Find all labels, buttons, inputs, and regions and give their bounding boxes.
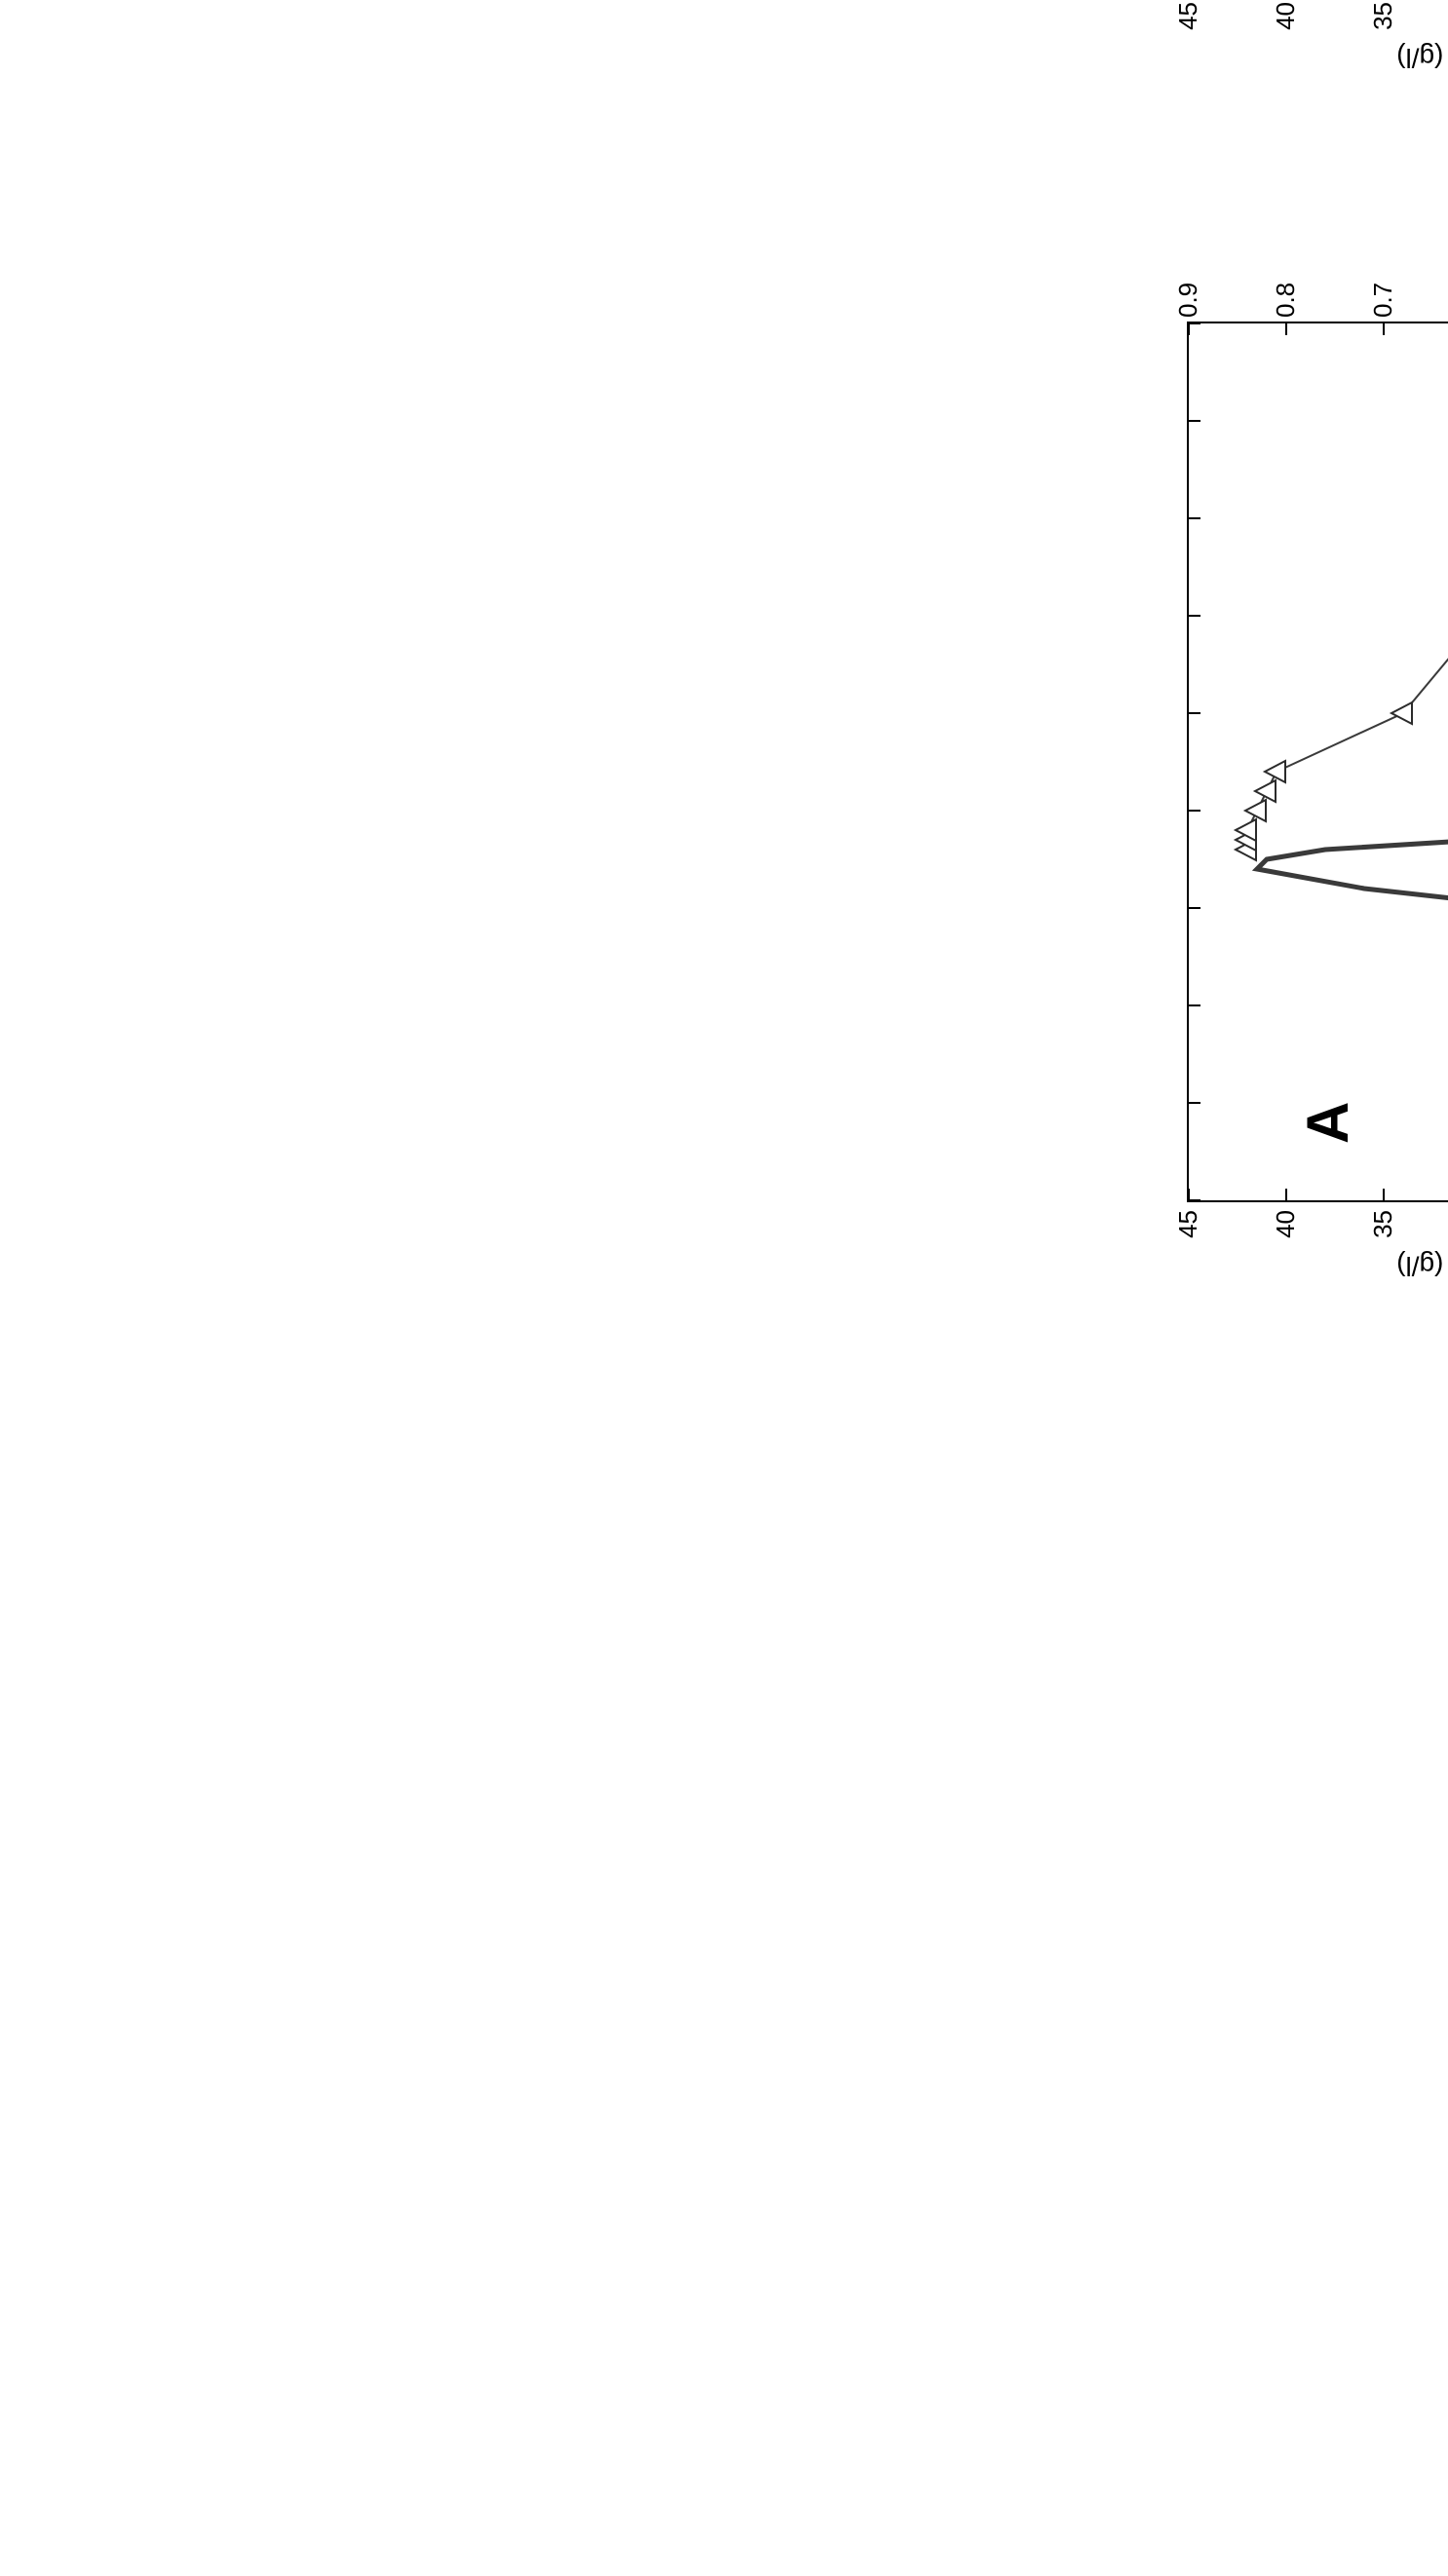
panel-letter: A [1294,1102,1361,1144]
plot-area [1187,322,1448,1202]
ytick-left-label: 40 [1271,2,1301,30]
marker-glucose [1391,702,1412,724]
ytick-left-label: 40 [1271,1210,1301,1238]
panel-container: 0510152025303540450510152025303540450.00… [1167,0,1448,1329]
series-glucose [1247,401,1448,850]
panel-b: 0510152025303540450510152025303540450.00… [1167,0,1448,121]
ytick-right-label: 0.9 [1173,283,1203,318]
ytick-left-label: 35 [1368,2,1398,30]
marker-glucose [1265,761,1285,782]
panel-a: 0510152025303540450510152025303540450.00… [1167,199,1448,1329]
ytick-left-label: 35 [1368,1210,1398,1238]
left-axis-label: CER (mmol/h), Glucose & Ethanol (g/l) [1397,42,1448,73]
marker-glucose [1245,800,1266,821]
marker-glucose [1255,780,1276,802]
left-axis-label: CER (mmol/h), Glucose & Ethanol (g/l) [1397,1250,1448,1281]
ytick-right-label: 0.8 [1271,283,1301,318]
ytick-left-label: 45 [1173,1210,1203,1238]
ytick-right-label: 0.7 [1368,283,1398,318]
ytick-left-label: 45 [1173,2,1203,30]
